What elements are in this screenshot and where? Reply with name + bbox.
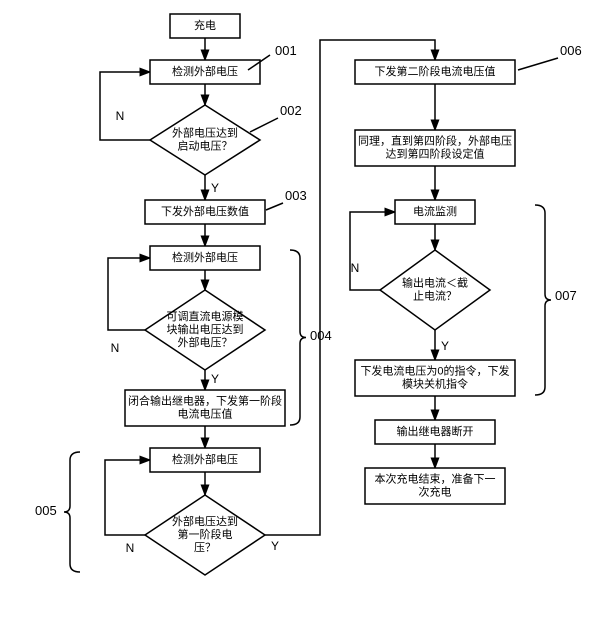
svg-text:压？: 压？ (194, 541, 216, 554)
node-n_007d: 输出电流＜截止电流？ (380, 250, 490, 330)
svg-text:电流监测: 电流监测 (413, 204, 457, 218)
svg-text:N: N (126, 541, 135, 555)
svg-text:次充电: 次充电 (419, 484, 452, 498)
node-n_curmon: 电流监测 (395, 200, 475, 224)
svg-text:充电: 充电 (194, 18, 216, 32)
svg-text:下发电流电压为0的指令，下发: 下发电流电压为0的指令，下发 (360, 363, 509, 377)
svg-text:启动电压？: 启动电压？ (178, 139, 233, 152)
node-n_005b: 外部电压达到第一阶段电压？ (145, 495, 265, 575)
node-n_charge: 充电 (170, 14, 240, 38)
node-n_004c: 闭合输出继电器，下发第一阶段电流电压值 (125, 390, 285, 426)
tag-003: 003 (266, 188, 307, 210)
svg-text:块输出电压达到: 块输出电压达到 (167, 322, 244, 336)
node-n_004b: 可调直流电源模块输出电压达到外部电压？ (145, 290, 265, 370)
svg-text:004: 004 (310, 328, 332, 343)
node-n_mid: 同理，直到第四阶段，外部电压达到第四阶段设定值 (355, 130, 515, 166)
node-n_cmd: 下发电流电压为0的指令，下发模块关机指令 (355, 360, 515, 396)
svg-text:005: 005 (35, 503, 57, 518)
svg-text:同理，直到第四阶段，外部电压: 同理，直到第四阶段，外部电压 (358, 133, 512, 147)
svg-text:本次充电结束，准备下一: 本次充电结束，准备下一 (375, 471, 496, 485)
svg-text:检测外部电压: 检测外部电压 (172, 64, 238, 78)
svg-text:006: 006 (560, 43, 582, 58)
svg-text:下发第二阶段电流电压值: 下发第二阶段电流电压值 (375, 64, 496, 78)
node-n_003: 下发外部电压数值 (145, 200, 265, 224)
svg-text:N: N (111, 341, 120, 355)
svg-text:007: 007 (555, 288, 577, 303)
svg-text:N: N (116, 109, 125, 123)
bracket-004: 004 (290, 250, 332, 425)
node-n_relay: 输出继电器断开 (375, 420, 495, 444)
svg-text:可调直流电源模: 可调直流电源模 (167, 309, 244, 323)
svg-text:检测外部电压: 检测外部电压 (172, 452, 238, 466)
node-n_004a: 检测外部电压 (150, 246, 260, 270)
svg-text:下发外部电压数值: 下发外部电压数值 (161, 204, 249, 218)
svg-text:模块关机指令: 模块关机指令 (402, 376, 468, 390)
svg-text:Y: Y (211, 181, 219, 195)
node-n_done: 本次充电结束，准备下一次充电 (365, 468, 505, 504)
svg-text:外部电压达到: 外部电压达到 (172, 125, 238, 139)
flowchart: YNYNNYYN 充电检测外部电压外部电压达到启动电压？下发外部电压数值检测外部… (0, 0, 615, 617)
node-n_006: 下发第二阶段电流电压值 (355, 60, 515, 84)
svg-text:止电流？: 止电流？ (413, 288, 457, 302)
edge-3 (100, 72, 150, 140)
node-n_005a: 检测外部电压 (150, 448, 260, 472)
bracket-007: 007 (535, 205, 577, 395)
svg-text:001: 001 (275, 43, 297, 58)
svg-text:Y: Y (211, 372, 219, 386)
svg-text:外部电压？: 外部电压？ (178, 335, 233, 349)
node-n_001: 检测外部电压 (150, 60, 260, 84)
svg-text:达到第四阶段设定值: 达到第四阶段设定值 (386, 146, 485, 160)
edge-7 (108, 258, 150, 330)
tag-006: 006 (518, 43, 582, 70)
svg-text:N: N (351, 261, 360, 275)
svg-text:003: 003 (285, 188, 307, 203)
svg-text:外部电压达到: 外部电压达到 (172, 514, 238, 528)
svg-text:闭合输出继电器，下发第一阶段: 闭合输出继电器，下发第一阶段 (128, 393, 282, 407)
svg-text:Y: Y (441, 339, 449, 353)
edge-16 (350, 212, 395, 290)
svg-text:电流电压值: 电流电压值 (178, 406, 233, 420)
svg-text:输出继电器断开: 输出继电器断开 (397, 424, 474, 438)
svg-text:Y: Y (271, 539, 279, 553)
svg-text:检测外部电压: 检测外部电压 (172, 250, 238, 264)
node-n_002: 外部电压达到启动电压？ (150, 105, 260, 175)
bracket-005: 005 (35, 452, 80, 572)
svg-text:输出电流＜截: 输出电流＜截 (402, 275, 468, 289)
svg-text:第一阶段电: 第一阶段电 (178, 527, 233, 541)
edge-10 (105, 460, 150, 535)
tag-002: 002 (250, 103, 302, 132)
svg-text:002: 002 (280, 103, 302, 118)
